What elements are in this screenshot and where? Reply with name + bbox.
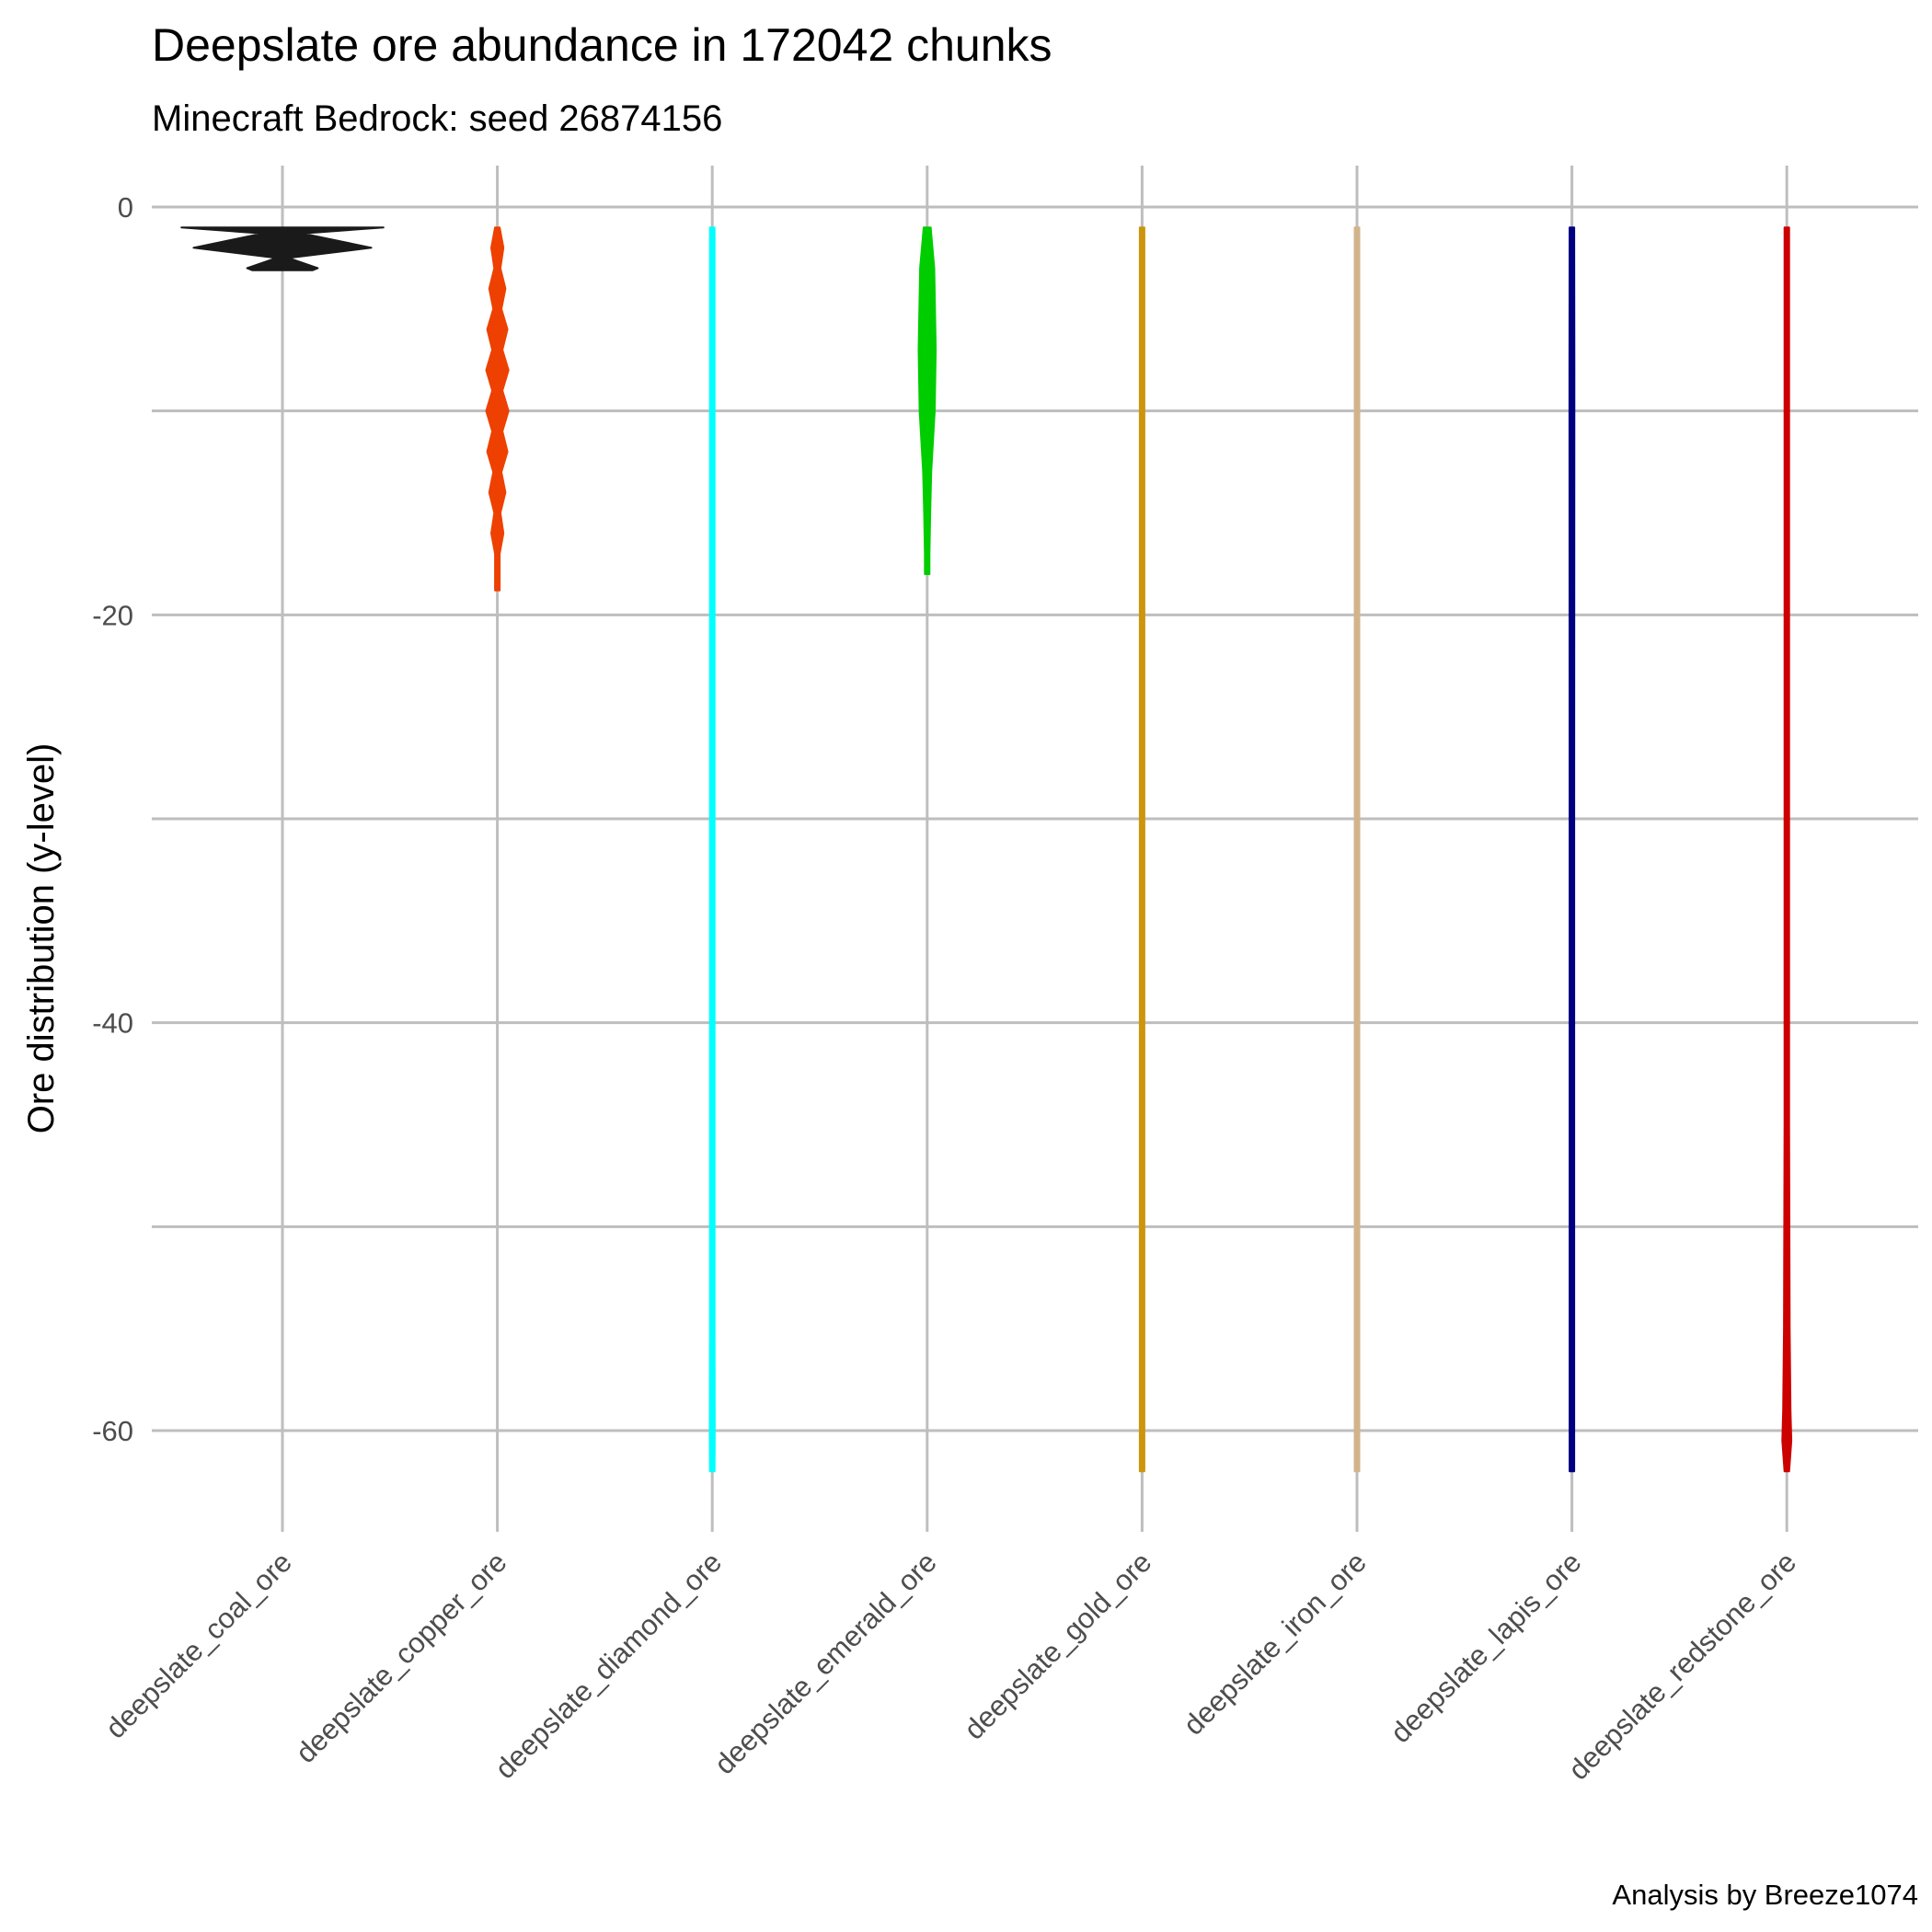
chart-title: Deepslate ore abundance in 172042 chunks (152, 19, 1052, 71)
violin-deepslate_lapis_ore (1568, 226, 1576, 1473)
y-tick-label: -60 (92, 1415, 133, 1447)
x-tick-label: deepslate_copper_ore (290, 1546, 513, 1769)
violins (180, 226, 1793, 1473)
violin-deepslate_coal_ore (180, 226, 385, 271)
violin-deepslate_emerald_ore (917, 226, 937, 575)
chart-subtitle: Minecraft Bedrock: seed 26874156 (152, 98, 722, 139)
y-tick-label: -40 (92, 1007, 133, 1040)
violin-deepslate_diamond_ore (708, 226, 716, 1473)
violin-deepslate_iron_ore (1353, 226, 1361, 1473)
x-axis-ticks: deepslate_coal_oredeepslate_copper_orede… (99, 1546, 1802, 1786)
x-tick-label: deepslate_emerald_ore (708, 1546, 943, 1780)
violin-deepslate_gold_ore (1138, 226, 1145, 1473)
x-tick-label: deepslate_redstone_ore (1562, 1546, 1802, 1786)
chart-caption: Analysis by Breeze1074 (1612, 1879, 1918, 1911)
x-tick-label: deepslate_iron_ore (1178, 1546, 1373, 1741)
y-tick-label: -20 (92, 599, 133, 631)
x-tick-label: deepslate_diamond_ore (489, 1546, 728, 1785)
x-tick-label: deepslate_coal_ore (99, 1546, 298, 1744)
violin-deepslate_redstone_ore (1781, 226, 1793, 1473)
y-axis-ticks: 0 -20 -40 -60 (92, 191, 133, 1447)
x-tick-label: deepslate_lapis_ore (1385, 1546, 1588, 1749)
violin-deepslate_copper_ore (485, 226, 510, 592)
y-axis-label: Ore distribution (y-level) (21, 743, 62, 1134)
grid-lines (152, 166, 1918, 1532)
x-tick-label: deepslate_gold_ore (958, 1546, 1157, 1745)
y-tick-label: 0 (118, 191, 133, 224)
